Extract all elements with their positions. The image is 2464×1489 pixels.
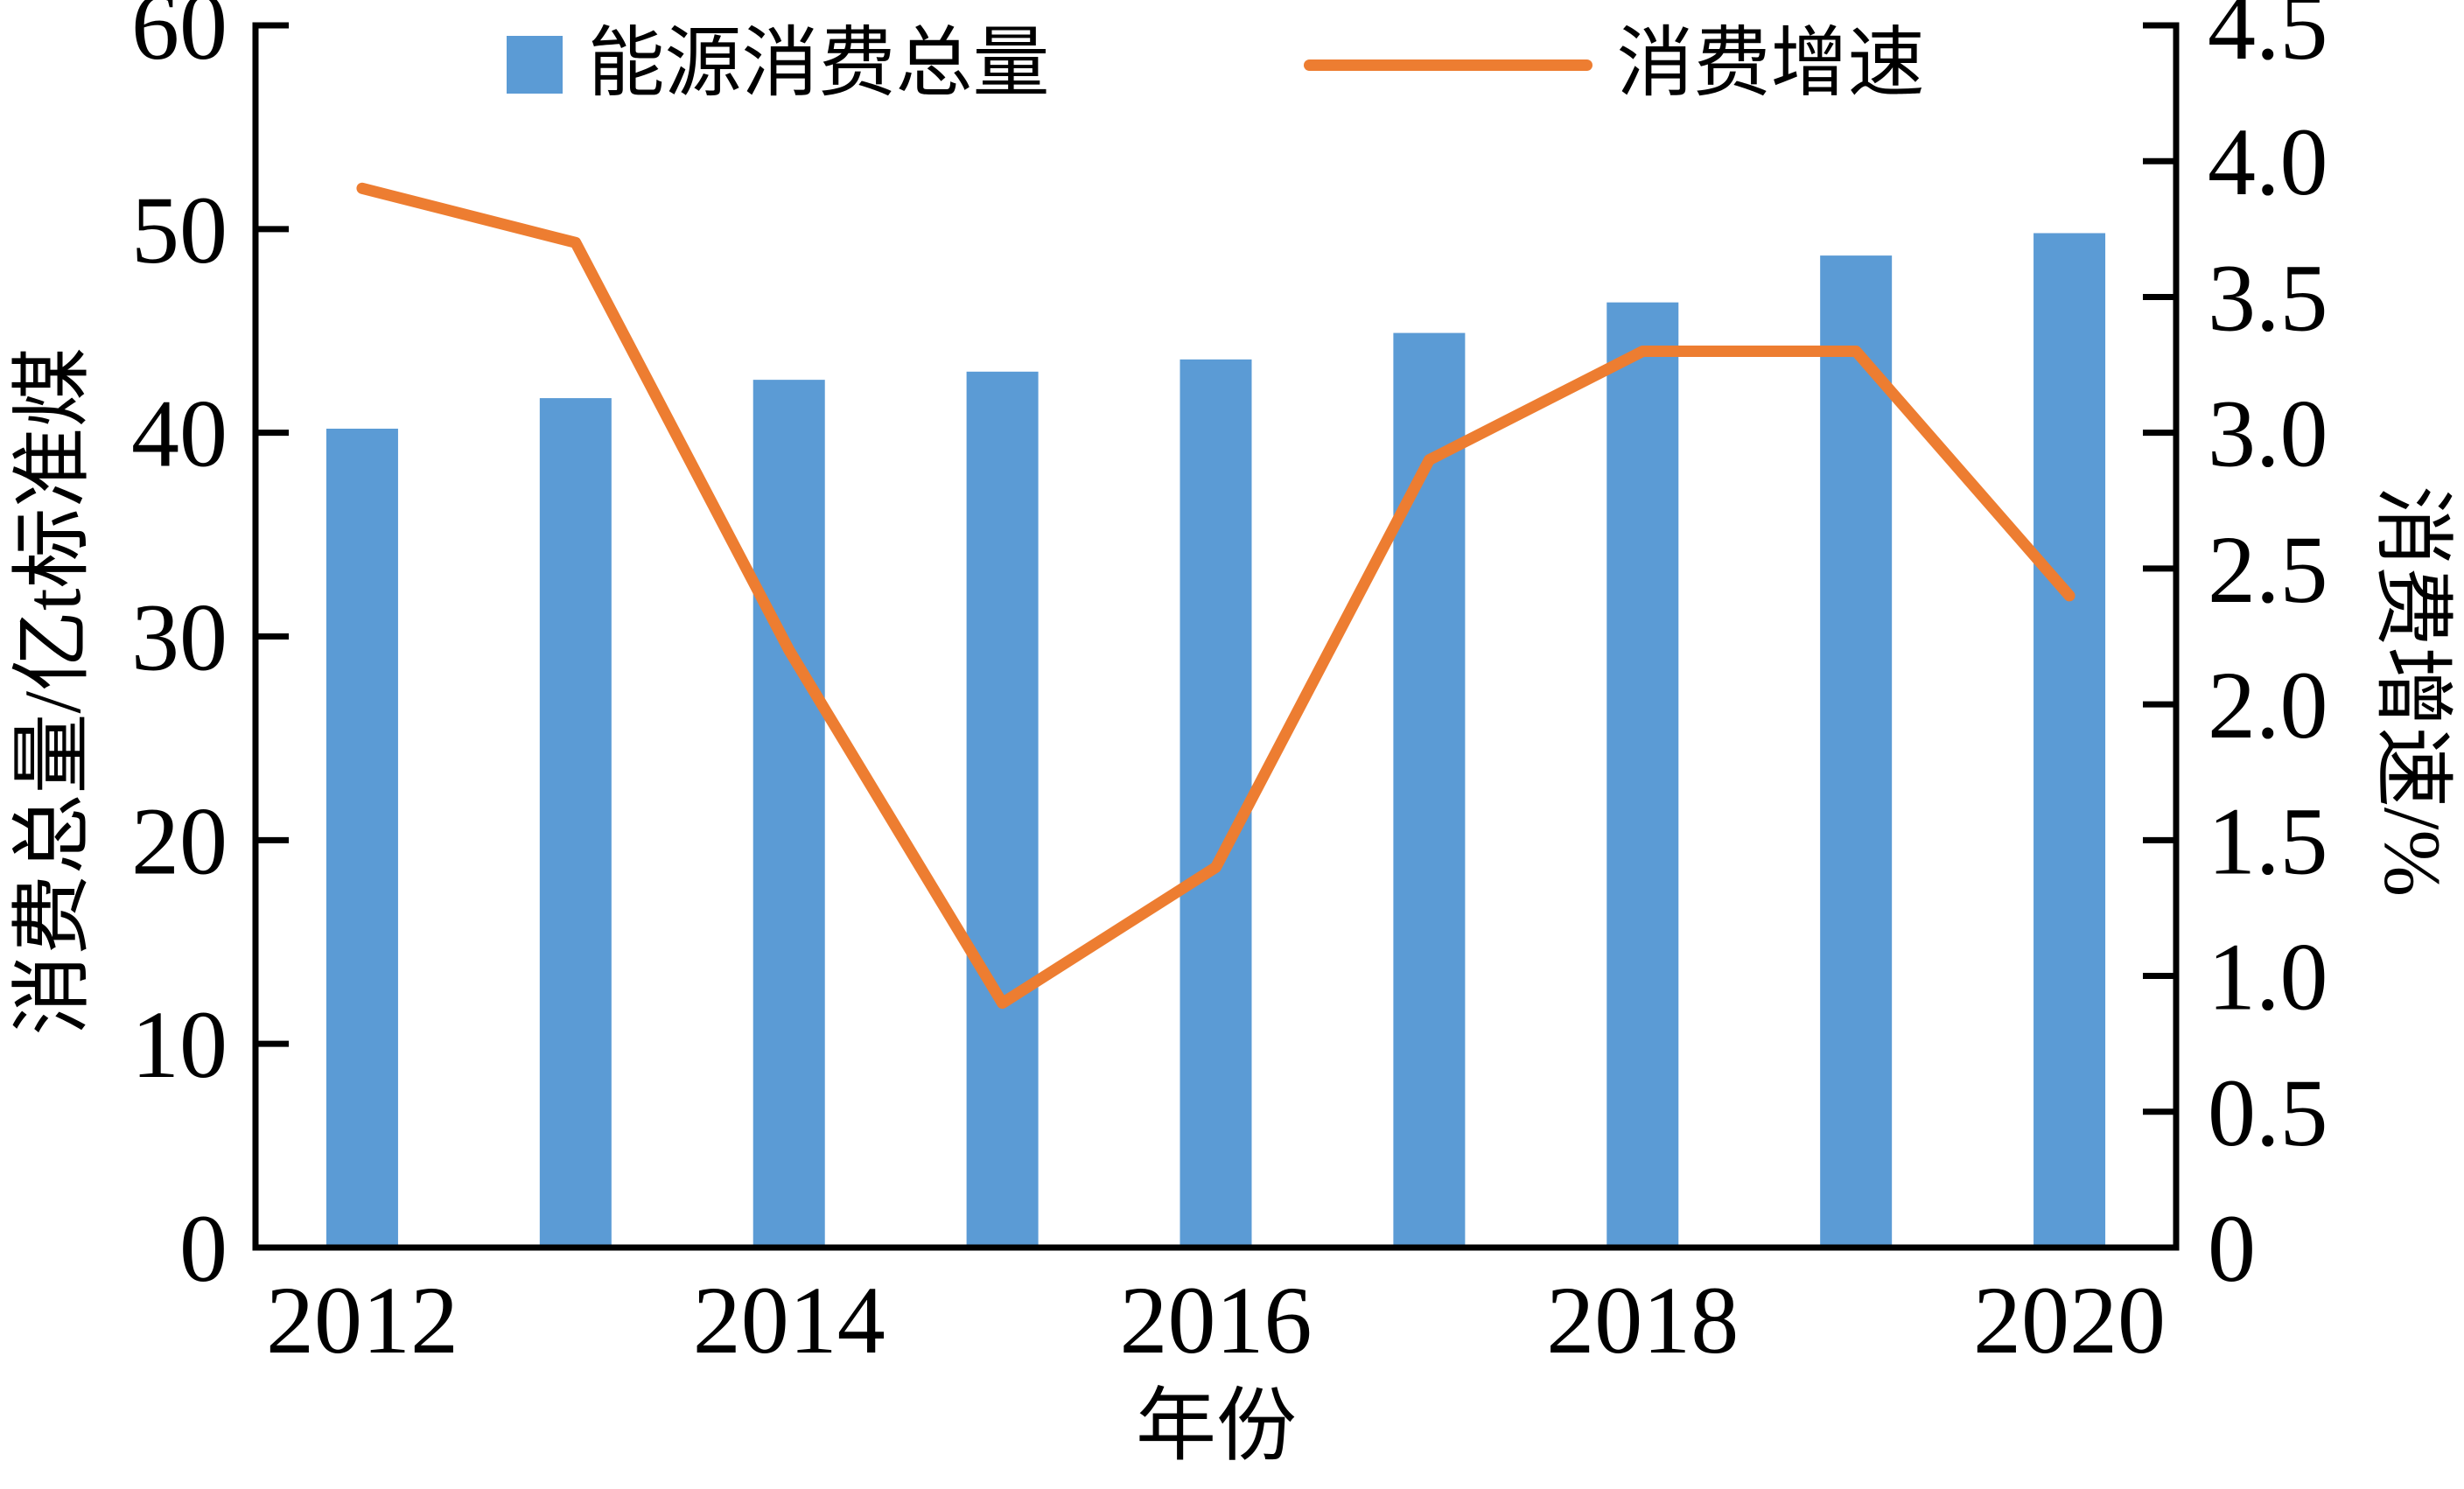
legend-bar-label: 能源消费总量 [587,22,1050,107]
legend-line-label: 消费增速 [1616,22,1925,107]
x-tick-label-2020: 2020 [1973,1267,2166,1374]
bar-2017 [1393,332,1466,1248]
bar-2016 [1180,359,1252,1248]
right-tick-label-1.5: 1.5 [2208,787,2328,894]
x-axis-title: 年份 [1135,1381,1298,1471]
bar-2019 [1820,255,1893,1248]
bar-2020 [2034,233,2106,1248]
chart-legend: 能源消费总量 消费增速 [256,12,2176,117]
right-tick-label-4.5: 4.5 [2208,0,2328,80]
x-tick-label-2018: 2018 [1546,1267,1739,1374]
left-tick-label-50: 50 [131,177,228,283]
bar-2015 [966,371,1039,1248]
right-tick-label-3.5: 3.5 [2208,244,2328,351]
left-axis-title: 消费总量/亿t标准煤 [8,346,97,1036]
growth-line [356,182,2076,1010]
right-tick-label-0: 0 [2208,1195,2256,1302]
right-tick-label-2.5: 2.5 [2208,516,2328,623]
left-tick-label-60: 60 [131,0,228,80]
left-tick-label-0: 0 [179,1195,228,1302]
right-tick-label-3: 3.0 [2208,381,2328,487]
right-tick-label-0.5: 0.5 [2208,1059,2328,1166]
x-tick-label-2016: 2016 [1120,1267,1312,1374]
left-tick-label-20: 20 [131,787,228,894]
bar-2012 [326,429,398,1248]
bar-2014 [752,380,825,1248]
x-tick-label-2012: 2012 [266,1267,458,1374]
right-tick-label-1: 1.0 [2208,924,2328,1031]
left-tick-label-40: 40 [131,381,228,487]
legend-item-line-series: 消费增速 [1303,22,1925,107]
left-tick-label-30: 30 [131,584,228,691]
x-tick-label-2014: 2014 [693,1267,886,1374]
legend-bar-swatch [507,36,564,94]
bar-2018 [1606,302,1679,1248]
left-tick-label-10: 10 [131,991,228,1098]
bar-2013 [539,398,612,1248]
right-tick-label-2: 2.0 [2208,652,2328,758]
right-axis-title: 消费增速/% [2368,485,2457,898]
legend-item-bar-series: 能源消费总量 [507,22,1050,107]
legend-line-swatch [1303,59,1592,71]
right-tick-label-4: 4.0 [2208,108,2328,215]
